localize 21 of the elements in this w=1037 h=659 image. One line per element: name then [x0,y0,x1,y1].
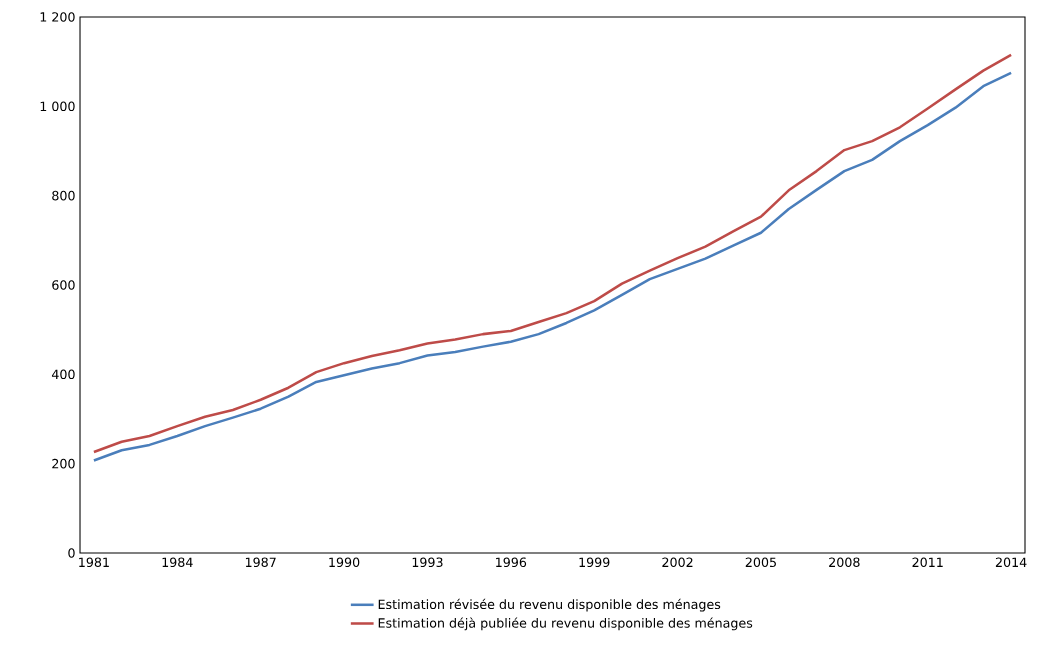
x-tick-label: 1993 [412,557,443,568]
x-tick-label: 1990 [329,557,360,568]
x-tick-label: 1987 [245,557,276,568]
x-tick-label: 2005 [745,557,776,568]
y-tick-label: 0 [68,548,75,558]
x-tick-label: 1984 [162,557,193,568]
y-tick-label: 1 000 [40,101,75,112]
legend-label: Estimation révisée du revenu disponible des ménages [378,598,721,612]
x-tick-label: 2002 [662,557,693,568]
x-tick-label: 2014 [995,557,1027,568]
legend-label: Estimation déjà publiée du revenu disponible des ménages [378,617,753,631]
x-tick-label: 1996 [496,557,527,568]
y-tick-label: 800 [52,190,75,201]
x-tick-label: 1981 [79,557,109,568]
y-tick-label: 200 [52,458,75,469]
y-tick-label: 400 [51,369,75,380]
y-tick-label: 1 200 [40,12,75,22]
y-tick-label: 600 [52,280,75,290]
x-tick-label: 1999 [579,557,610,568]
x-tick-label: 2008 [829,557,860,568]
x-tick-label: 2011 [912,557,943,568]
